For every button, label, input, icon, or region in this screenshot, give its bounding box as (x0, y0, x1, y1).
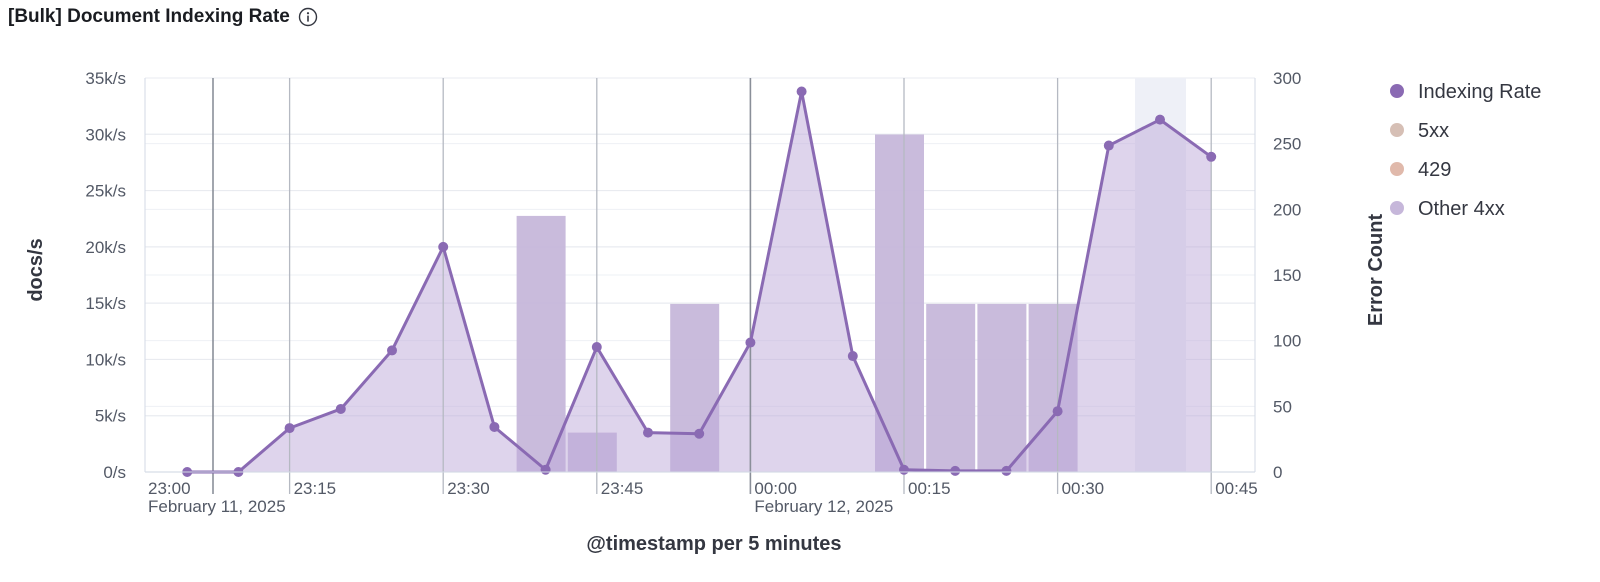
y-tick-label: 30k/s (85, 125, 126, 144)
error-bar (875, 134, 924, 472)
time-gridlines (212, 78, 1212, 494)
indexing-rate-point (1103, 140, 1114, 151)
legend-swatch (1390, 123, 1404, 137)
y2-tick-label: 100 (1273, 332, 1301, 351)
legend-swatch (1390, 84, 1404, 98)
error-bar (516, 215, 566, 472)
indexing-rate-point (1052, 406, 1063, 417)
y2-axis-title: Error Count (1365, 214, 1387, 327)
indexing-rate-point (796, 86, 807, 97)
y-axis-title: docs/s (25, 238, 47, 301)
x-axis-title: @timestamp per 5 minutes (586, 533, 841, 555)
indexing-rate-point (591, 342, 602, 353)
y2-tick-label: 300 (1273, 69, 1301, 88)
panel-header: [Bulk] Document Indexing Rate (8, 4, 318, 30)
x-tick-label: 00:00 (754, 479, 797, 498)
indexing-rate-point (694, 428, 705, 439)
y2-tick-label: 0 (1273, 463, 1282, 482)
y2-tick-label: 200 (1273, 200, 1301, 219)
indexing-rate-point (284, 423, 295, 434)
indexing-rate-point (950, 465, 961, 476)
bar-series (516, 134, 1078, 472)
indexing-rate-point (540, 464, 551, 475)
legend-label: 5xx (1418, 120, 1449, 142)
indexing-rate-point (899, 464, 909, 475)
indexing-rate-point (1206, 151, 1217, 162)
x-tick-date-label: February 11, 2025 (148, 497, 286, 516)
y-tick-label: 10k/s (85, 350, 126, 369)
x-tick-label: 23:30 (447, 479, 490, 498)
x-tick-label: 00:30 (1062, 479, 1105, 498)
indexing-rate-point (489, 421, 500, 432)
error-bar (977, 303, 1027, 472)
line-series (182, 86, 1217, 477)
x-tick-label: 23:15 (294, 479, 337, 498)
legend-label: 429 (1418, 159, 1451, 181)
x-tick-date-label: February 12, 2025 (754, 497, 893, 516)
x-tick-label: 23:45 (601, 479, 644, 498)
legend-swatch (1390, 162, 1404, 176)
x-tick-label: 23:00 (148, 479, 191, 498)
indexing-rate-point (1001, 465, 1012, 476)
y2-tick-label: 50 (1273, 397, 1292, 416)
y-tick-label: 15k/s (85, 294, 126, 313)
indexing-rate-point (643, 427, 653, 438)
y-tick-label: 35k/s (85, 69, 126, 88)
y-tick-label: 25k/s (85, 182, 126, 201)
indexing-rate-point (745, 337, 756, 348)
legend-label: Other 4xx (1418, 198, 1505, 220)
panel-title: [Bulk] Document Indexing Rate (8, 6, 290, 27)
indexing-rate-point (387, 345, 397, 356)
y-tick-label: 0/s (103, 463, 126, 482)
y-tick-label: 5k/s (95, 407, 126, 426)
indexing-rate-point (1155, 114, 1165, 125)
y-tick-label: 20k/s (85, 238, 126, 257)
x-tick-label: 00:45 (1215, 479, 1258, 498)
indexing-rate-point (847, 351, 858, 362)
legend-label: Indexing Rate (1418, 81, 1541, 103)
legend: Indexing Rate 5xx 429 Other 4xx (1390, 81, 1541, 220)
y2-tick-label: 250 (1273, 135, 1301, 154)
y2-tick-label: 150 (1273, 266, 1301, 285)
info-icon[interactable] (298, 7, 318, 27)
chart-axes: 0/s 5k/s 10k/s 15k/s 20k/s 25k/s 30k/s 35k/s 0 50… (85, 69, 1301, 516)
error-bar (926, 303, 976, 472)
x-tick-label: 00:15 (908, 479, 951, 498)
legend-swatch (1390, 201, 1404, 215)
indexing-rate-point (335, 403, 346, 414)
indexing-rate-point (438, 241, 449, 252)
